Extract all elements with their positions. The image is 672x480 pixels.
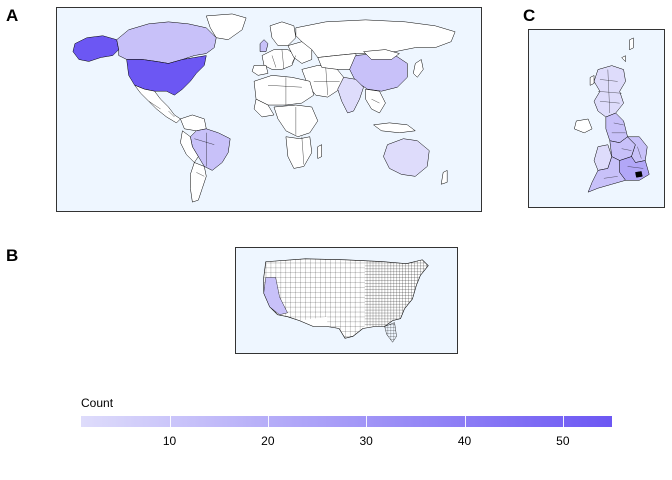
colombia-venezuela xyxy=(180,114,207,132)
legend-title: Count xyxy=(81,396,114,410)
legend-tick-label: 20 xyxy=(261,434,275,448)
greenland xyxy=(206,13,247,40)
us-central-counties xyxy=(327,259,365,339)
legend-tick-label: 40 xyxy=(457,434,472,448)
japan xyxy=(413,59,424,78)
south-west-england xyxy=(587,156,626,193)
uk xyxy=(259,39,269,52)
legend-tick-mark xyxy=(464,416,466,427)
new-zealand xyxy=(440,170,448,185)
legend-tick-mark xyxy=(267,416,269,427)
iberia xyxy=(251,65,269,76)
northern-england xyxy=(605,112,628,143)
legend-tick-label: 10 xyxy=(162,434,177,448)
legend-tick-label: 30 xyxy=(359,434,373,448)
peru-bolivia xyxy=(180,130,199,163)
western-europe xyxy=(261,49,297,70)
california-counties xyxy=(263,277,288,315)
scottish-islands xyxy=(589,37,634,86)
legend-tick-mark xyxy=(169,416,171,427)
southern-africa xyxy=(285,136,313,169)
alaska xyxy=(72,35,119,62)
australia xyxy=(383,138,430,177)
canada xyxy=(116,21,217,64)
argentina-chile xyxy=(190,162,207,203)
west-africa xyxy=(253,98,275,118)
legend-tick-label: 50 xyxy=(556,434,570,448)
us-counties-map xyxy=(235,247,458,354)
panel-label-c: C xyxy=(523,6,536,25)
north-africa xyxy=(253,75,315,106)
legend-tick-mark xyxy=(366,416,368,427)
uk-map-svg xyxy=(574,37,650,193)
world-map xyxy=(56,7,482,212)
world-map-svg xyxy=(72,13,456,203)
panel-label-a: A xyxy=(6,6,19,25)
indonesia xyxy=(373,122,416,134)
panel-label-b: B xyxy=(6,246,19,265)
madagascar xyxy=(317,144,322,159)
london xyxy=(635,171,643,178)
uk-map xyxy=(528,29,665,208)
legend-tick-mark xyxy=(562,416,564,427)
northern-ireland xyxy=(574,118,593,134)
india xyxy=(337,77,364,114)
legend-colorbar xyxy=(81,416,612,427)
russia xyxy=(295,19,456,58)
mongolia xyxy=(363,49,400,60)
us-counties-svg xyxy=(263,258,429,343)
us-east-counties xyxy=(364,259,429,327)
scandinavia xyxy=(269,21,297,46)
florida xyxy=(384,322,397,343)
